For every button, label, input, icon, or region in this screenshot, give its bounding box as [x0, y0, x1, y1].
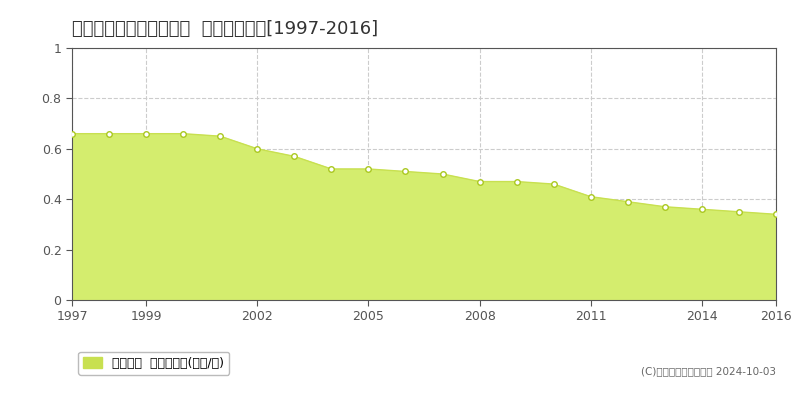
Text: (C)土地価格ドットコム 2024-10-03: (C)土地価格ドットコム 2024-10-03: [641, 366, 776, 376]
Text: 空知郡南富良野町下金山  基準地価推移[1997-2016]: 空知郡南富良野町下金山 基準地価推移[1997-2016]: [72, 20, 378, 38]
Legend: 基準地価  平均坪単価(万円/坪): 基準地価 平均坪単価(万円/坪): [78, 352, 229, 375]
